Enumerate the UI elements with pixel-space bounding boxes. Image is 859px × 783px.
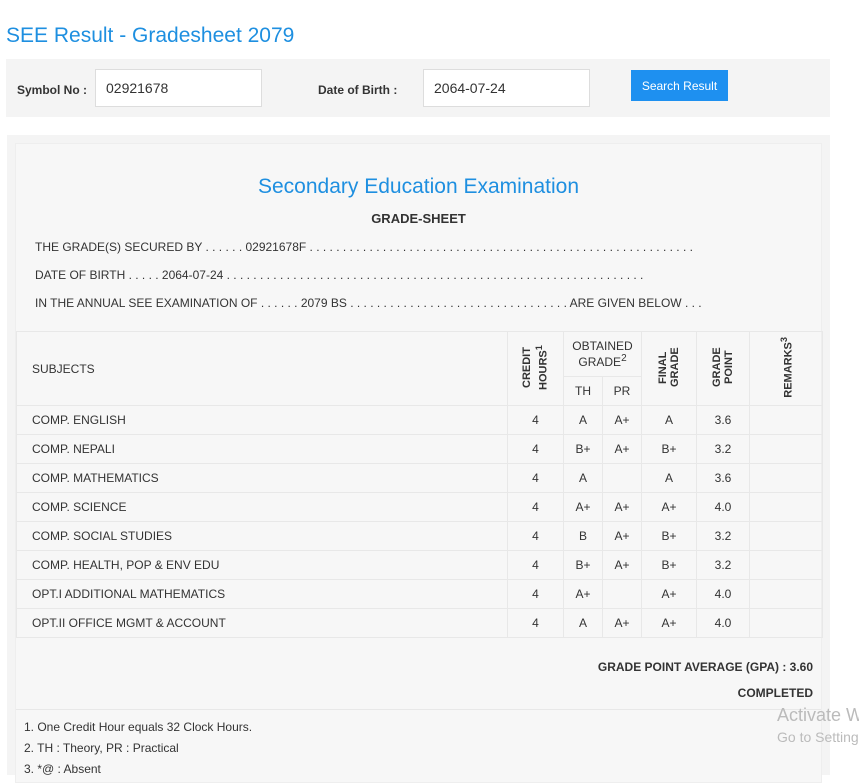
cell-subject: COMP. SCIENCE [16, 492, 508, 522]
cell-remarks [749, 521, 823, 551]
cell-remarks [749, 492, 823, 522]
cell-pr: A+ [602, 405, 642, 435]
cell-credit: 4 [507, 405, 564, 435]
cell-final: A+ [641, 608, 697, 638]
watermark-settings: Go to Setting [777, 729, 859, 745]
exam-line: IN THE ANNUAL SEE EXAMINATION OF . . . .… [35, 296, 702, 310]
cell-credit: 4 [507, 550, 564, 580]
cell-th: A [563, 608, 603, 638]
cell-credit: 4 [507, 521, 564, 551]
col-obtained: OBTAINED GRADE2 [563, 331, 642, 377]
cell-point: 3.6 [696, 405, 750, 435]
search-result-button[interactable]: Search Result [631, 70, 728, 101]
cell-subject: COMP. NEPALI [16, 434, 508, 464]
cell-th: A [563, 463, 603, 493]
note-2: 2. TH : Theory, PR : Practical [24, 741, 179, 755]
cell-remarks [749, 579, 823, 609]
cell-subject: COMP. HEALTH, POP & ENV EDU [16, 550, 508, 580]
cell-pr: A+ [602, 608, 642, 638]
table-row: OPT.I ADDITIONAL MATHEMATICS 4 A+ A+ 4.0 [16, 579, 823, 609]
cell-credit: 4 [507, 463, 564, 493]
table-row: OPT.II OFFICE MGMT & ACCOUNT 4 A A+ A+ 4.0 [16, 608, 823, 638]
search-form: Symbol No : 02921678 Date of Birth : 206… [6, 59, 830, 117]
col-subjects: SUBJECTS [16, 331, 508, 406]
cell-point: 4.0 [696, 492, 750, 522]
cell-final: A [641, 405, 697, 435]
cell-subject: COMP. ENGLISH [16, 405, 508, 435]
cell-pr [602, 463, 642, 493]
cell-remarks [749, 463, 823, 493]
exam-heading: Secondary Education Examination [257, 175, 580, 198]
symbol-label: Symbol No : [17, 83, 88, 97]
gradesheet-heading: GRADE-SHEET [371, 211, 466, 226]
watermark-activate: Activate W [777, 705, 859, 725]
note-1: 1. One Credit Hour equals 32 Clock Hours… [24, 720, 253, 734]
cell-point: 4.0 [696, 579, 750, 609]
cell-final: B+ [641, 434, 697, 464]
col-final: FINAL GRADE [641, 331, 697, 406]
cell-th: B+ [563, 550, 603, 580]
cell-final: A [641, 463, 697, 493]
cell-credit: 4 [507, 492, 564, 522]
dob-line: DATE OF BIRTH . . . . . 2064-07-24 . . .… [35, 268, 644, 282]
symbol-input[interactable]: 02921678 [95, 69, 262, 107]
cell-th: A+ [563, 579, 603, 609]
cell-final: A+ [641, 492, 697, 522]
cell-th: A [563, 405, 603, 435]
cell-point: 3.2 [696, 521, 750, 551]
cell-subject: COMP. MATHEMATICS [16, 463, 508, 493]
col-point: GRADE POINT [696, 331, 750, 406]
gpa: GRADE POINT AVERAGE (GPA) : 3.60 [597, 660, 813, 674]
gradesheet-card: Secondary Education Examination GRADE-SH… [7, 135, 830, 783]
table-row: COMP. SOCIAL STUDIES 4 B A+ B+ 3.2 [16, 521, 823, 551]
cell-final: B+ [641, 550, 697, 580]
cell-final: B+ [641, 521, 697, 551]
cell-pr: A+ [602, 550, 642, 580]
cell-pr [602, 579, 642, 609]
cell-remarks [749, 434, 823, 464]
cell-credit: 4 [507, 579, 564, 609]
table-row: COMP. MATHEMATICS 4 A A 3.6 [16, 463, 823, 493]
table-row: COMP. ENGLISH 4 A A+ A 3.6 [16, 405, 823, 435]
cell-point: 3.6 [696, 463, 750, 493]
cell-credit: 4 [507, 434, 564, 464]
cell-point: 3.2 [696, 550, 750, 580]
cell-pr: A+ [602, 434, 642, 464]
cell-remarks [749, 608, 823, 638]
dob-input[interactable]: 2064-07-24 [423, 69, 590, 107]
table-row: COMP. HEALTH, POP & ENV EDU 4 B+ A+ B+ 3.2 [16, 550, 823, 580]
cell-pr: A+ [602, 521, 642, 551]
note-3: 3. *@ : Absent [24, 762, 101, 776]
cell-th: B+ [563, 434, 603, 464]
cell-th: B [563, 521, 603, 551]
secured-by-line: THE GRADE(S) SECURED BY . . . . . . 0292… [35, 240, 693, 254]
col-pr: PR [602, 375, 642, 407]
col-credit: CREDIT HOURS1 [507, 331, 564, 406]
col-remarks: REMARKS3 [749, 331, 823, 406]
table-row: COMP. SCIENCE 4 A+ A+ A+ 4.0 [16, 492, 823, 522]
cell-subject: OPT.I ADDITIONAL MATHEMATICS [16, 579, 508, 609]
col-th: TH [563, 375, 603, 407]
grades-table: SUBJECTS CREDIT HOURS1 OBTAINED GRADE2 F… [16, 331, 823, 638]
cell-point: 4.0 [696, 608, 750, 638]
page-title: SEE Result - Gradesheet 2079 [6, 24, 295, 47]
cell-remarks [749, 405, 823, 435]
cell-remarks [749, 550, 823, 580]
cell-pr: A+ [602, 492, 642, 522]
result-status: COMPLETED [737, 686, 813, 700]
cell-point: 3.2 [696, 434, 750, 464]
dob-label: Date of Birth : [318, 83, 398, 97]
cell-th: A+ [563, 492, 603, 522]
cell-final: A+ [641, 579, 697, 609]
table-row: COMP. NEPALI 4 B+ A+ B+ 3.2 [16, 434, 823, 464]
cell-credit: 4 [507, 608, 564, 638]
cell-subject: OPT.II OFFICE MGMT & ACCOUNT [16, 608, 508, 638]
cell-subject: COMP. SOCIAL STUDIES [16, 521, 508, 551]
